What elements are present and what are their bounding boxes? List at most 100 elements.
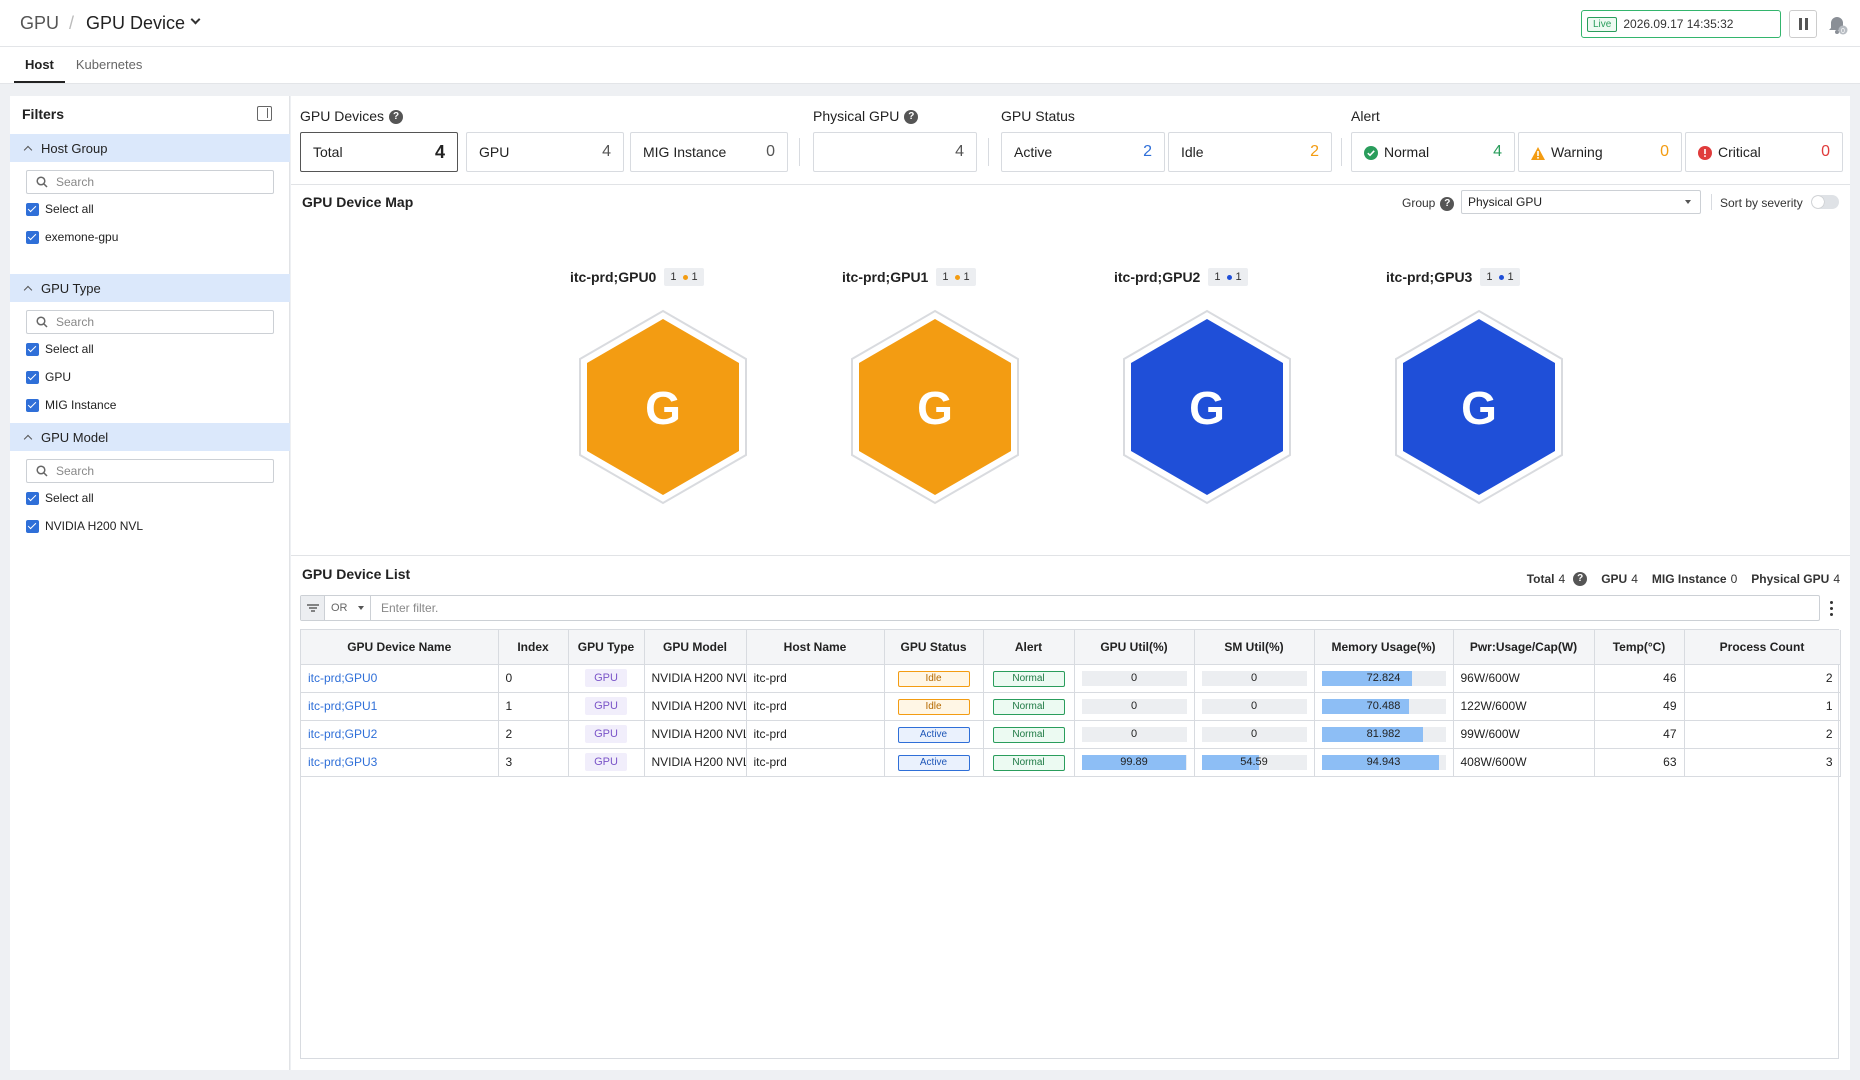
checkbox[interactable] xyxy=(26,230,39,244)
tab-host[interactable]: Host xyxy=(14,48,65,83)
gpu-util-bar: 99.89 xyxy=(1081,754,1187,770)
checkbox[interactable] xyxy=(26,491,39,505)
temp-cell: 47 xyxy=(1594,720,1685,749)
more-options-icon[interactable] xyxy=(1824,599,1838,617)
gpu-util-bar: 0 xyxy=(1081,726,1187,742)
device-name-link[interactable]: itc-prd;GPU1 xyxy=(308,699,378,713)
column-header[interactable]: SM Util(%) xyxy=(1194,630,1315,665)
active-status-card[interactable]: Active 2 xyxy=(1001,132,1165,172)
column-header[interactable]: GPU Device Name xyxy=(301,630,499,665)
power-cell: 96W/600W xyxy=(1453,664,1595,693)
search-input[interactable] xyxy=(56,464,256,478)
status-badge: Idle xyxy=(897,698,970,715)
or-operator-select[interactable]: OR xyxy=(325,596,371,620)
device-name-link[interactable]: itc-prd;GPU0 xyxy=(308,671,378,685)
help-icon[interactable]: ? xyxy=(389,110,404,125)
gpu-model-cell: NVIDIA H200 NVL xyxy=(644,720,747,749)
column-header[interactable]: GPU Util(%) xyxy=(1074,630,1195,665)
search-input[interactable] xyxy=(56,315,256,329)
device-name-link[interactable]: itc-prd;GPU2 xyxy=(308,727,378,741)
checkbox-mig-instance[interactable]: MIG Instance xyxy=(26,398,116,412)
checkbox[interactable] xyxy=(26,202,39,216)
warning-alert-card[interactable]: Warning 0 xyxy=(1518,132,1682,172)
chevron-down-icon[interactable] xyxy=(190,14,201,24)
column-header[interactable]: Process Count xyxy=(1684,630,1841,665)
hex-gpu2[interactable]: G xyxy=(1123,309,1291,505)
divider xyxy=(1711,194,1712,210)
gpu-count-card[interactable]: GPU 4 xyxy=(466,132,624,172)
current-datetime: 2026.09.17 14:35:32 xyxy=(1623,17,1734,31)
host-group-search[interactable] xyxy=(26,170,274,194)
checkbox-exemone-gpu[interactable]: exemone-gpu xyxy=(26,230,118,244)
table-row[interactable]: itc-prd;GPU2 2 GPU NVIDIA H200 NVL itc-p… xyxy=(301,720,1841,749)
checkbox-select-all[interactable]: Select all xyxy=(26,342,94,356)
hex-gpu1[interactable]: G xyxy=(851,309,1019,505)
table-row[interactable]: itc-prd;GPU1 1 GPU NVIDIA H200 NVL itc-p… xyxy=(301,692,1841,721)
hex-gpu0[interactable]: G xyxy=(579,309,747,505)
check-circle-icon xyxy=(1364,146,1378,161)
page-title[interactable]: GPU Device xyxy=(86,12,186,33)
checkbox-nvidia-h200-nvl[interactable]: NVIDIA H200 NVL xyxy=(26,519,143,533)
tab-kubernetes[interactable]: Kubernetes xyxy=(75,57,143,72)
divider xyxy=(799,138,800,166)
column-header[interactable]: Memory Usage(%) xyxy=(1314,630,1454,665)
table-row[interactable]: itc-prd;GPU3 3 GPU NVIDIA H200 NVL itc-p… xyxy=(301,748,1841,777)
idle-status-card[interactable]: Idle 2 xyxy=(1168,132,1332,172)
filter-group-host-group[interactable]: Host Group xyxy=(10,134,290,162)
column-header[interactable]: Temp(°C) xyxy=(1594,630,1685,665)
hex-gpu3[interactable]: G xyxy=(1395,309,1563,505)
checkbox[interactable] xyxy=(26,370,39,384)
help-icon[interactable]: ? xyxy=(1440,196,1455,211)
checkbox[interactable] xyxy=(26,519,39,533)
help-icon[interactable]: ? xyxy=(1573,572,1588,586)
column-header[interactable]: GPU Type xyxy=(568,630,645,665)
column-header[interactable]: GPU Status xyxy=(884,630,984,665)
breadcrumb-root[interactable]: GPU xyxy=(20,12,60,33)
search-icon xyxy=(36,465,48,477)
status-dot xyxy=(955,274,961,280)
mig-instance-card[interactable]: MIG Instance 0 xyxy=(630,132,788,172)
checkbox-select-all[interactable]: Select all xyxy=(26,491,94,505)
sort-by-severity-toggle[interactable] xyxy=(1811,195,1839,209)
live-time-control[interactable]: Live 2026.09.17 14:35:32 xyxy=(1581,10,1781,38)
column-header[interactable]: Alert xyxy=(983,630,1075,665)
filter-icon[interactable] xyxy=(301,596,325,620)
memory-usage-bar: 94.943 xyxy=(1321,754,1446,770)
pause-button[interactable] xyxy=(1789,10,1817,38)
search-input[interactable] xyxy=(56,175,256,189)
device-list-summary: Total 4? GPU 4 MIG Instance 0 Physical GPU 4 xyxy=(1526,572,1840,586)
filter-input[interactable] xyxy=(381,596,1531,620)
status-dot xyxy=(683,274,689,280)
column-header[interactable]: Index xyxy=(498,630,569,665)
gpu-type-search[interactable] xyxy=(26,310,274,334)
view-tabs: Host Kubernetes xyxy=(0,48,1860,84)
column-header[interactable]: Pwr:Usage/Cap(W) xyxy=(1453,630,1595,665)
device-name-link[interactable]: itc-prd;GPU3 xyxy=(308,755,378,769)
critical-alert-card[interactable]: Critical 0 xyxy=(1685,132,1843,172)
filter-group-gpu-type[interactable]: GPU Type xyxy=(10,274,290,302)
table-row[interactable]: itc-prd;GPU0 0 GPU NVIDIA H200 NVL itc-p… xyxy=(301,664,1841,693)
column-header[interactable]: GPU Model xyxy=(644,630,747,665)
alert-badge: Normal xyxy=(992,726,1065,743)
notification-count: 0 xyxy=(1841,28,1845,35)
collapse-panel-icon[interactable] xyxy=(257,106,272,121)
checkbox[interactable] xyxy=(26,398,39,412)
gpu-model-cell: NVIDIA H200 NVL xyxy=(644,692,747,721)
idle-status-value: 2 xyxy=(1310,143,1319,160)
checkbox[interactable] xyxy=(26,342,39,356)
hex-letter: G xyxy=(917,382,953,434)
filter-group-gpu-model[interactable]: GPU Model xyxy=(10,423,290,451)
status-badge: Idle xyxy=(897,670,970,687)
total-devices-card[interactable]: Total 4 xyxy=(300,132,458,172)
group-select[interactable]: Physical GPU xyxy=(1461,190,1701,214)
gpu-model-search[interactable] xyxy=(26,459,274,483)
column-header[interactable]: Host Name xyxy=(746,630,885,665)
top-bar: GPU / GPU Device Live 2026.09.17 14:35:3… xyxy=(0,0,1860,47)
bell-icon[interactable]: 0 xyxy=(1826,14,1848,36)
physical-gpu-card[interactable]: 4 xyxy=(813,132,977,172)
index-cell: 0 xyxy=(498,664,569,693)
normal-alert-card[interactable]: Normal 4 xyxy=(1351,132,1515,172)
help-icon[interactable]: ? xyxy=(904,110,919,125)
checkbox-gpu[interactable]: GPU xyxy=(26,370,71,384)
checkbox-select-all[interactable]: Select all xyxy=(26,202,94,216)
